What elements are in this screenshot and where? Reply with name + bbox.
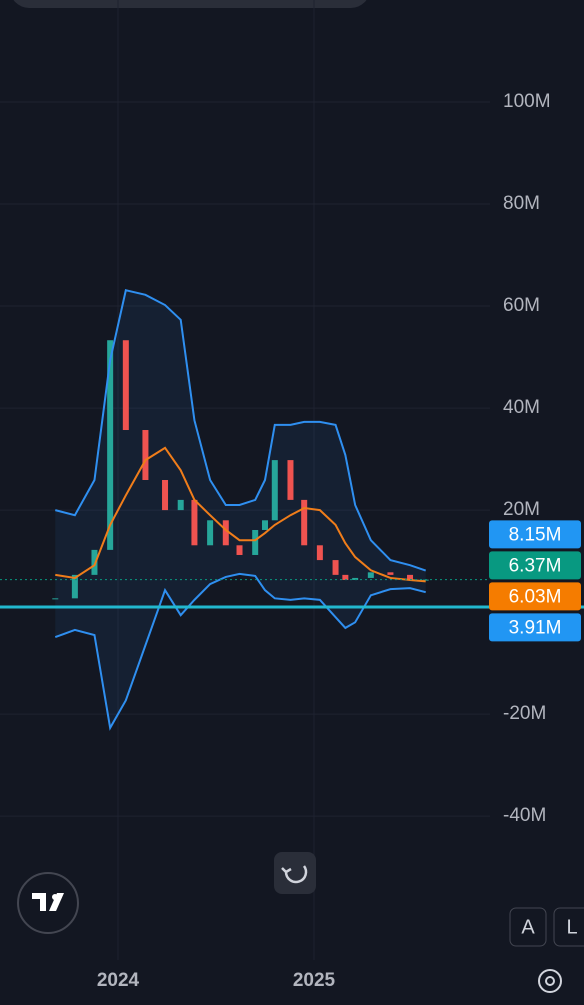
logo[interactable] [17, 872, 79, 934]
line [54, 572, 426, 731]
y-tick-label: 20M [503, 499, 540, 520]
candle [107, 340, 114, 550]
candle [407, 574, 414, 580]
logo-dot [52, 894, 58, 900]
y-tick-label: 60M [503, 295, 540, 316]
price-tag [489, 520, 581, 549]
log-label: L [566, 916, 577, 938]
candle [387, 572, 394, 575]
candle [301, 499, 308, 546]
auto-button[interactable] [509, 907, 547, 947]
candle [252, 529, 259, 555]
price-tag-label: 8.15M [509, 524, 562, 545]
candle [316, 545, 323, 561]
auto-label: A [521, 916, 535, 938]
line [55, 446, 426, 583]
candle [367, 572, 374, 578]
y-tick-label: -20M [503, 703, 546, 724]
candle [271, 460, 278, 521]
candle [91, 549, 98, 575]
top-bar[interactable] [10, 0, 370, 8]
y-tick-label: -40M [503, 805, 546, 826]
candle [261, 520, 268, 530]
price-tag-label: 6.37M [509, 555, 562, 576]
candle [236, 545, 243, 555]
reset-button[interactable] [274, 852, 316, 894]
price-tag [489, 551, 581, 580]
candle [342, 574, 349, 580]
x-tick-label: 2025 [293, 970, 336, 991]
candle [52, 598, 59, 600]
candle [352, 577, 359, 580]
price-tag [489, 613, 581, 642]
candle [222, 520, 229, 546]
candle [287, 460, 294, 500]
y-tick-label: 40M [503, 397, 540, 418]
reset-icon [281, 865, 308, 884]
band-fill [55, 290, 426, 728]
candle [162, 480, 169, 511]
candle [207, 520, 214, 546]
x-axis-area [0, 960, 584, 1005]
candle [191, 499, 198, 546]
line [55, 289, 427, 572]
price-tag [489, 582, 581, 611]
y-tick-label: 100M [503, 91, 551, 112]
x-tick-label: 2024 [97, 970, 140, 991]
candle [122, 340, 129, 431]
settings-icon[interactable] [538, 969, 562, 993]
candle [142, 430, 149, 480]
y-tick-label: 80M [503, 193, 540, 214]
price-tag-label: 6.03M [509, 586, 562, 607]
candle [332, 560, 339, 575]
log-button[interactable] [553, 907, 584, 947]
candle [177, 499, 184, 511]
candle [71, 574, 78, 599]
price-tag-label: 3.91M [509, 617, 562, 638]
